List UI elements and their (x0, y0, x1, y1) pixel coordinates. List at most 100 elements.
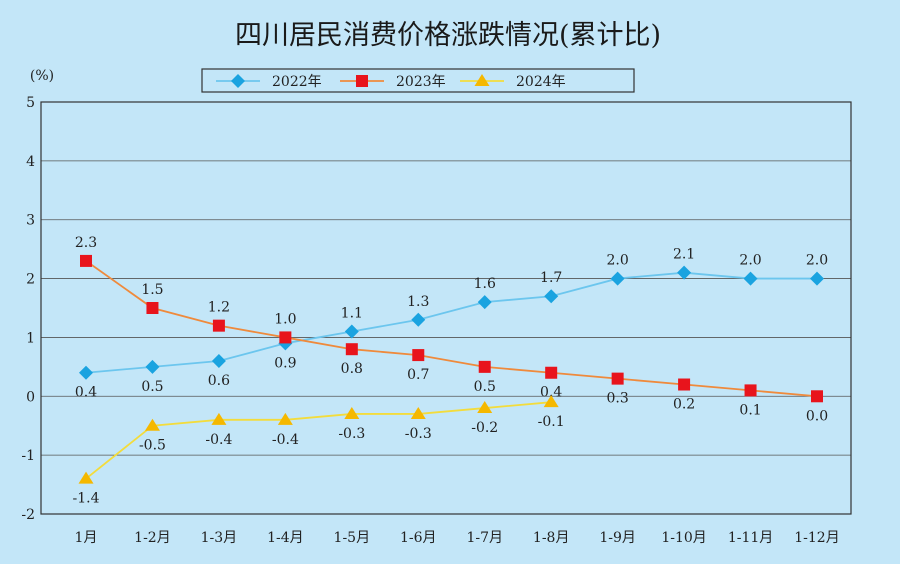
legend-label: 2024年 (516, 74, 566, 90)
y-tick-label: 0 (26, 389, 35, 405)
chart-title: 四川居民消费价格涨跌情况(累计比) (235, 20, 661, 51)
triangle-marker (277, 412, 293, 425)
series-line (85, 271, 817, 374)
y-tick-label: 4 (26, 154, 35, 170)
diamond-marker (477, 295, 492, 310)
data-label: 0.7 (407, 367, 429, 383)
diamond-marker (145, 359, 160, 374)
triangle-marker (410, 406, 426, 419)
square-marker (80, 254, 92, 267)
data-label: -0.2 (471, 420, 498, 436)
x-tick-label: 1-10月 (661, 530, 706, 546)
data-label: 0.5 (474, 379, 496, 395)
legend-label: 2022年 (272, 74, 322, 90)
square-marker (212, 319, 225, 332)
square-marker (744, 384, 757, 397)
series-line (85, 401, 552, 480)
square-marker (478, 360, 491, 373)
diamond-marker (231, 74, 245, 88)
diamond-marker (79, 365, 93, 380)
y-axis-unit: (%) (30, 68, 54, 84)
square-marker (279, 331, 292, 344)
y-tick-label: -2 (21, 507, 35, 523)
legend: 2022年 2023年 2024年 (201, 68, 635, 93)
data-label: 0.3 (607, 391, 629, 407)
data-label: 1.1 (341, 306, 363, 322)
diamond-marker (610, 271, 625, 286)
plot-area-border (40, 101, 852, 515)
square-marker (545, 366, 558, 379)
y-tick-label: 3 (26, 213, 35, 229)
x-tick-label: 1-5月 (334, 530, 371, 546)
series-2022年: 0.4 0.5 0.6 0.9 1.1 1.3 1.6 1.7 2.0 2.1 2.0 2.0 (75, 247, 828, 401)
x-tick-label: 1月 (75, 530, 98, 546)
x-tick-label: 1-4月 (267, 530, 304, 546)
x-tick-label: 1-11月 (728, 530, 773, 546)
square-marker (356, 75, 368, 87)
diamond-marker (677, 265, 692, 280)
series-2023年: 2.3 1.5 1.2 1.0 0.8 0.7 0.5 0.4 0.3 0.2 0.1 0.0 (75, 235, 828, 424)
data-label: 1.7 (540, 270, 562, 286)
diamond-marker (743, 271, 758, 286)
square-marker (811, 390, 823, 403)
data-label: 2.1 (673, 247, 695, 263)
legend-label: 2023年 (396, 74, 446, 90)
series-line (85, 260, 818, 398)
y-tick-label: 2 (26, 272, 35, 288)
y-tick-label: 1 (26, 330, 35, 346)
x-tick-label: 1-6月 (400, 530, 437, 546)
triangle-marker (211, 412, 227, 425)
diamond-marker (211, 353, 226, 368)
data-label: 1.3 (407, 294, 429, 310)
legend-box (201, 68, 635, 93)
series-2024年: -1.4 -0.5 -0.4 -0.4 -0.3 -0.3 -0.2 -0.1 (73, 395, 565, 507)
x-tick-label: 1-12月 (794, 530, 839, 546)
triangle-marker (344, 406, 360, 419)
data-label: 0.6 (208, 373, 230, 389)
data-label: 2.0 (607, 253, 629, 269)
data-label: 0.1 (739, 402, 761, 418)
data-label: 1.0 (274, 311, 296, 327)
data-label: 1.2 (208, 300, 230, 316)
triangle-marker (78, 471, 94, 484)
diamond-marker (544, 289, 559, 304)
x-tick-label: 1-7月 (466, 530, 503, 546)
x-tick-label: 1-8月 (533, 530, 570, 546)
data-label: 0.8 (341, 361, 363, 377)
triangle-marker (477, 401, 493, 414)
data-label: 0.0 (806, 408, 828, 424)
data-label: 2.0 (739, 253, 761, 269)
triangle-marker (543, 395, 559, 408)
x-tick-label: 1-2月 (134, 530, 171, 546)
diamond-marker (344, 324, 359, 339)
data-label: 2.0 (806, 253, 828, 269)
data-label: 1.5 (141, 282, 163, 298)
square-marker (345, 343, 358, 356)
data-label: -0.3 (405, 426, 432, 442)
data-label: -0.3 (338, 426, 365, 442)
square-marker (678, 378, 691, 391)
square-marker (412, 349, 425, 362)
data-label: -0.4 (205, 432, 232, 448)
data-label: -1.4 (73, 491, 100, 507)
y-tick-label: 5 (26, 95, 35, 111)
square-marker (146, 302, 159, 314)
triangle-marker (474, 74, 490, 86)
data-label: 0.5 (141, 379, 163, 395)
data-label: 0.4 (540, 385, 562, 401)
square-marker (611, 372, 624, 385)
y-tick-label: -1 (21, 448, 35, 464)
data-label: 0.4 (75, 385, 97, 401)
data-label: -0.1 (538, 414, 565, 430)
data-label: -0.5 (139, 438, 166, 454)
data-label: 2.3 (75, 235, 97, 251)
x-tick-label: 1-9月 (599, 530, 636, 546)
data-label: -0.4 (272, 432, 299, 448)
data-label: 0.9 (274, 355, 296, 371)
x-tick-label: 1-3月 (201, 530, 238, 546)
diamond-marker (411, 312, 426, 327)
triangle-marker (144, 418, 160, 431)
diamond-marker (810, 271, 824, 286)
data-label: 0.2 (673, 397, 695, 413)
